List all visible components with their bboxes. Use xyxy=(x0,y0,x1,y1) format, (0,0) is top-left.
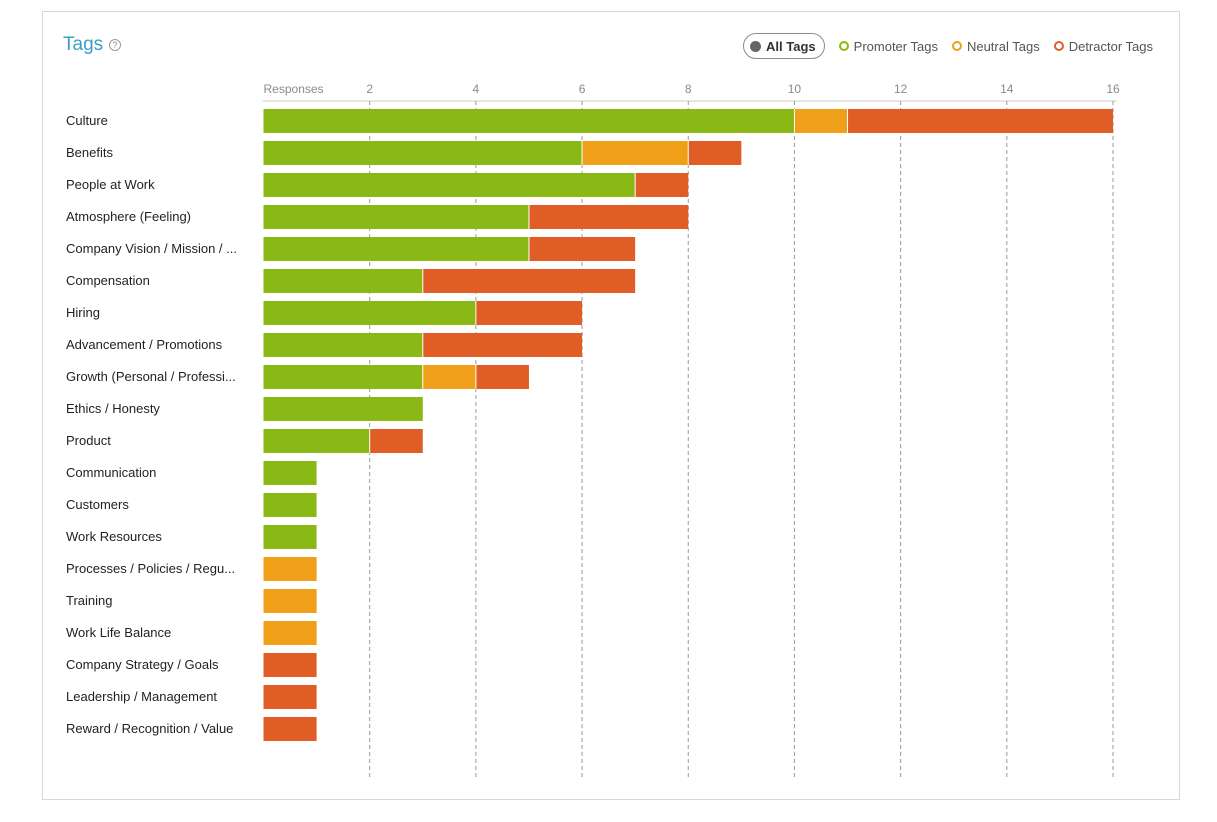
category-label: Work Life Balance xyxy=(66,625,171,640)
legend-label-neutral-tags: Neutral Tags xyxy=(966,38,1040,54)
bar-segment-promoter-tags xyxy=(263,525,317,549)
category-label: Work Resources xyxy=(66,529,162,544)
bar-segment-detractor-tags xyxy=(422,333,583,357)
bar-segment-neutral-tags xyxy=(263,589,317,613)
bar-segment-detractor-tags xyxy=(475,365,529,389)
x-tick-label: 2 xyxy=(366,82,373,96)
bar-segment-promoter-tags xyxy=(263,141,583,165)
category-label: Training xyxy=(66,593,112,608)
all-tags-dot-icon xyxy=(750,40,762,52)
bar-segment-neutral-tags xyxy=(263,557,317,581)
bar-segment-promoter-tags xyxy=(263,397,423,421)
bar-segment-detractor-tags xyxy=(263,653,317,677)
legend-promoter-tags[interactable]: Promoter Tags xyxy=(838,34,938,58)
bar-segment-promoter-tags xyxy=(263,365,423,389)
bar-segment-neutral-tags xyxy=(263,621,317,645)
bar-segment-detractor-tags xyxy=(263,685,317,709)
neutral-ring-icon xyxy=(951,41,962,51)
bar-segment-neutral-tags xyxy=(422,365,476,389)
category-label: Ethics / Honesty xyxy=(66,401,160,416)
category-label: Customers xyxy=(66,497,129,512)
bar-segment-detractor-tags xyxy=(847,109,1113,133)
legend-label-all-tags: All Tags xyxy=(766,38,816,54)
bar-segment-promoter-tags xyxy=(263,493,317,517)
legend-label-promoter-tags: Promoter Tags xyxy=(853,38,938,54)
x-tick-label: 14 xyxy=(1000,82,1014,96)
bar-segment-detractor-tags xyxy=(263,717,317,741)
legend-all-tags[interactable]: All Tags xyxy=(743,33,825,59)
bar-segment-promoter-tags xyxy=(263,429,370,453)
x-axis-label: Responses xyxy=(264,82,324,96)
category-label: People at Work xyxy=(66,177,155,192)
bar-segment-detractor-tags xyxy=(422,269,636,293)
category-label: Compensation xyxy=(66,273,150,288)
bar-segment-promoter-tags xyxy=(263,109,795,133)
bar-segment-detractor-tags xyxy=(688,141,742,165)
detractor-ring-icon xyxy=(1053,41,1064,51)
bar-segment-neutral-tags xyxy=(794,109,848,133)
page-title: Tags xyxy=(63,34,104,55)
bar-segment-promoter-tags xyxy=(263,301,476,325)
legend-detractor-tags[interactable]: Detractor Tags xyxy=(1053,34,1153,58)
category-label: Atmosphere (Feeling) xyxy=(66,209,191,224)
bar-segment-promoter-tags xyxy=(263,173,636,197)
category-label: Growth (Personal / Professi... xyxy=(66,369,236,384)
x-tick-label: 12 xyxy=(894,82,908,96)
bar-segment-detractor-tags xyxy=(528,237,636,261)
bar-segment-promoter-tags xyxy=(263,333,423,357)
bar-segment-promoter-tags xyxy=(263,269,423,293)
category-label: Communication xyxy=(66,465,156,480)
help-icon[interactable]: ? xyxy=(109,39,121,51)
x-tick-label: 4 xyxy=(473,82,480,96)
category-label: Company Strategy / Goals xyxy=(66,657,219,672)
bar-segment-detractor-tags xyxy=(528,205,689,229)
category-label: Reward / Recognition / Value xyxy=(66,721,233,736)
category-label: Advancement / Promotions xyxy=(66,337,223,352)
bar-segment-promoter-tags xyxy=(263,205,529,229)
promoter-ring-icon xyxy=(838,41,849,51)
x-tick-label: 8 xyxy=(685,82,692,96)
category-label: Culture xyxy=(66,113,108,128)
category-label: Hiring xyxy=(66,305,100,320)
category-label: Product xyxy=(66,433,111,448)
bar-segment-promoter-tags xyxy=(263,237,529,261)
bar-segment-detractor-tags xyxy=(369,429,423,453)
bar-segment-promoter-tags xyxy=(263,461,317,485)
x-tick-label: 10 xyxy=(788,82,802,96)
category-label: Company Vision / Mission / ... xyxy=(66,241,237,256)
bar-segment-neutral-tags xyxy=(582,141,689,165)
legend: All Tags Promoter Tags Neutral Tags Detr… xyxy=(743,33,1153,59)
category-label: Processes / Policies / Regu... xyxy=(66,561,235,576)
legend-neutral-tags[interactable]: Neutral Tags xyxy=(951,34,1040,58)
bar-segment-detractor-tags xyxy=(475,301,583,325)
x-tick-label: 6 xyxy=(579,82,586,96)
legend-label-detractor-tags: Detractor Tags xyxy=(1068,38,1153,54)
category-label: Leadership / Management xyxy=(66,689,217,704)
category-label: Benefits xyxy=(66,145,113,160)
x-tick-label: 16 xyxy=(1106,82,1120,96)
bar-segment-detractor-tags xyxy=(635,173,689,197)
